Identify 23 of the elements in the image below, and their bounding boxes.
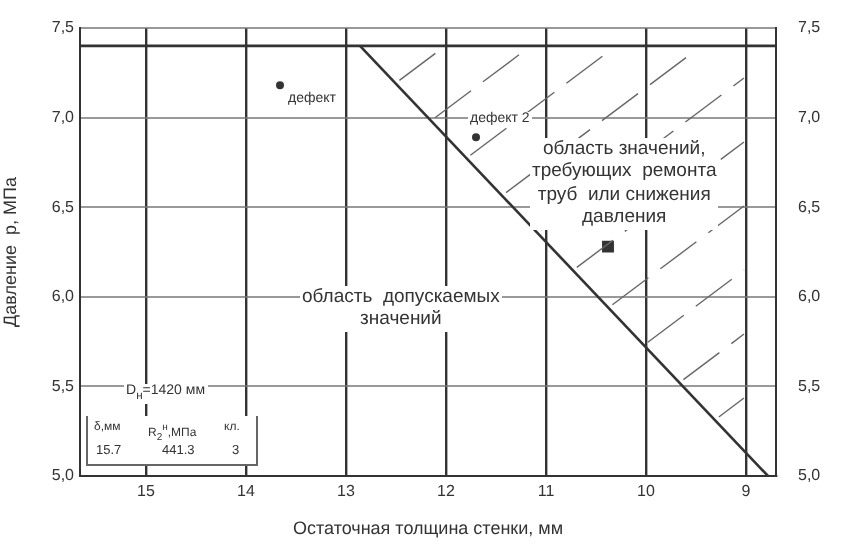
x-tick-label: 11: [537, 482, 556, 501]
y-tick-label: 5,0: [51, 466, 76, 485]
y-tick-label: 6,5: [51, 197, 76, 216]
y2-tick-label: 5,5: [798, 376, 822, 395]
y-tick-label: 6,0: [51, 287, 76, 306]
x-tick-label: 14: [237, 482, 256, 501]
annotation: область допускаемых значений: [300, 286, 502, 332]
annotation: область значений, требующих ремонта труб или снижения давления: [530, 138, 719, 230]
y2-tick-label: 5,0: [798, 466, 822, 485]
x-axis-title: Остаточная толщина стенки, мм: [292, 518, 564, 539]
y-axis-title: Давление р, МПа: [0, 177, 20, 327]
y-tick-label: 5,5: [51, 376, 76, 395]
y2-tick-label: 6,0: [798, 287, 822, 306]
y-tick-label: 7,0: [51, 108, 76, 127]
x-tick-label: 15: [137, 482, 156, 501]
x-tick-label: 13: [337, 482, 356, 501]
y-tick-label: 7,5: [51, 18, 76, 37]
x-tick-label: 12: [437, 482, 456, 501]
y2-tick-label: 6,5: [798, 197, 822, 216]
x-tick-label: 9: [741, 482, 752, 501]
y2-tick-label: 7,5: [798, 18, 822, 37]
x-tick-label: 10: [637, 482, 656, 501]
y2-tick-label: 7,0: [798, 108, 822, 127]
